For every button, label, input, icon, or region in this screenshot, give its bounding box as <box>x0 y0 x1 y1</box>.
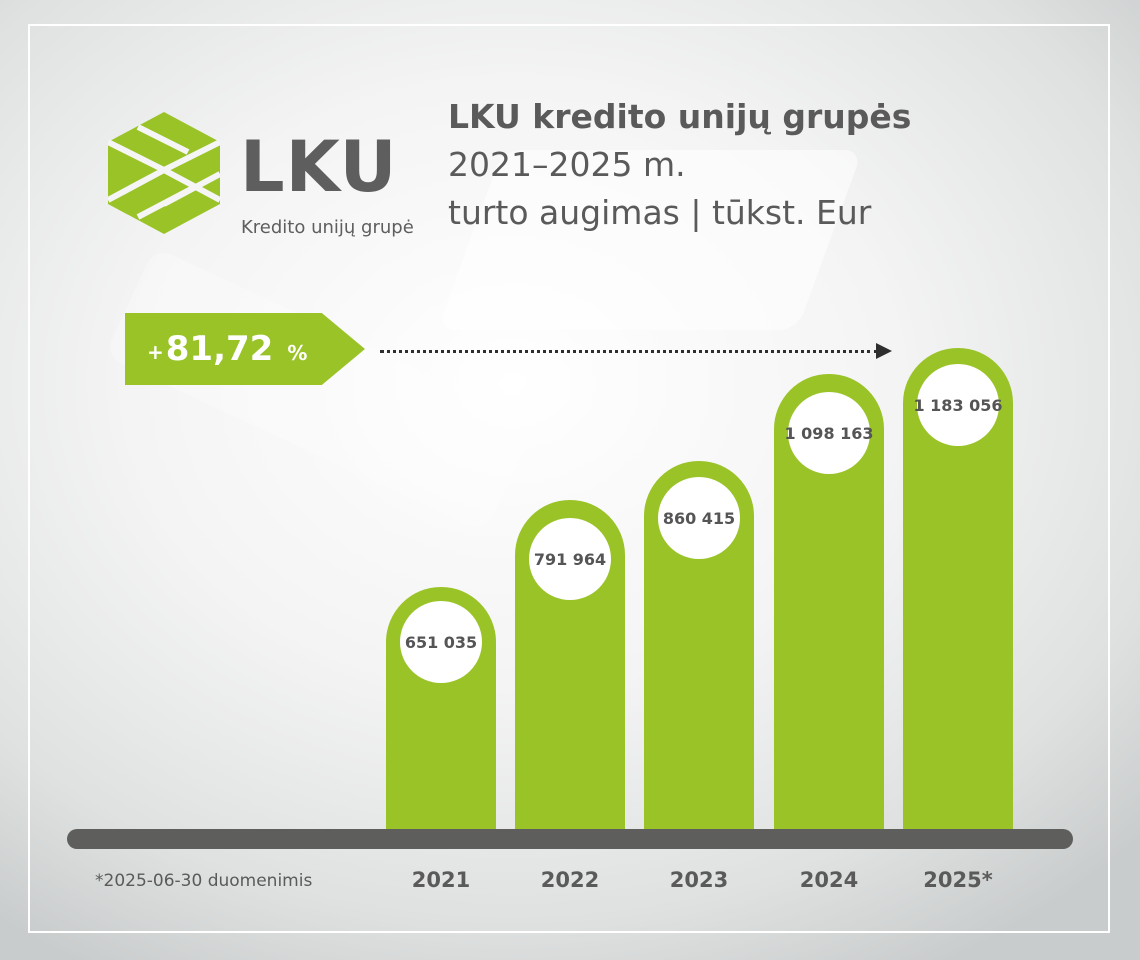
bar-2024: 1 098 163 <box>774 374 884 829</box>
value-circle: 1 183 056 <box>913 364 1003 446</box>
bar-value: 860 415 <box>662 508 736 528</box>
bar-2021: 651 035 <box>386 587 496 829</box>
lku-logo <box>108 112 220 234</box>
footnote: *2025-06-30 duomenimis <box>95 871 313 891</box>
bar-value: 1 098 163 <box>784 423 874 443</box>
arrow-head-icon <box>876 343 892 359</box>
growth-unit: % <box>287 341 308 365</box>
title-line-3: turto augimas | tūkst. Eur <box>448 193 872 232</box>
x-label-2024: 2024 <box>799 868 859 892</box>
x-label-2023: 2023 <box>669 868 729 892</box>
x-axis-bar <box>67 829 1073 849</box>
value-circle: 1 098 163 <box>784 392 874 474</box>
title-line-2: 2021–2025 m. <box>448 145 686 184</box>
bar-value: 1 183 056 <box>913 395 1003 415</box>
value-circle: 860 415 <box>658 477 740 559</box>
bar-2022: 791 964 <box>515 500 625 829</box>
value-circle: 791 964 <box>529 518 611 600</box>
bar-2025: 1 183 056 <box>903 348 1013 829</box>
growth-value: 81,72 <box>165 329 274 369</box>
x-label-2025: 2025* <box>923 868 993 892</box>
x-label-2021: 2021 <box>411 868 471 892</box>
dotted-arrow-line <box>380 350 878 353</box>
bar-value: 791 964 <box>533 549 607 569</box>
value-circle: 651 035 <box>400 601 482 683</box>
title-line-1: LKU kredito unijų grupės <box>448 97 912 136</box>
bar-value: 651 035 <box>404 632 478 652</box>
chart-title: LKU kredito unijų grupės 2021–2025 m. tu… <box>448 100 911 229</box>
x-label-2022: 2022 <box>540 868 600 892</box>
growth-sign: + <box>147 340 164 364</box>
frame-border <box>28 24 1110 933</box>
lku-hexagon-icon <box>108 112 220 234</box>
growth-badge: + 81,72 % <box>125 313 365 385</box>
logo-subtitle: Kredito unijų grupė <box>241 217 414 238</box>
bar-2023: 860 415 <box>644 461 754 829</box>
logo-wordmark: LKU <box>240 126 398 208</box>
